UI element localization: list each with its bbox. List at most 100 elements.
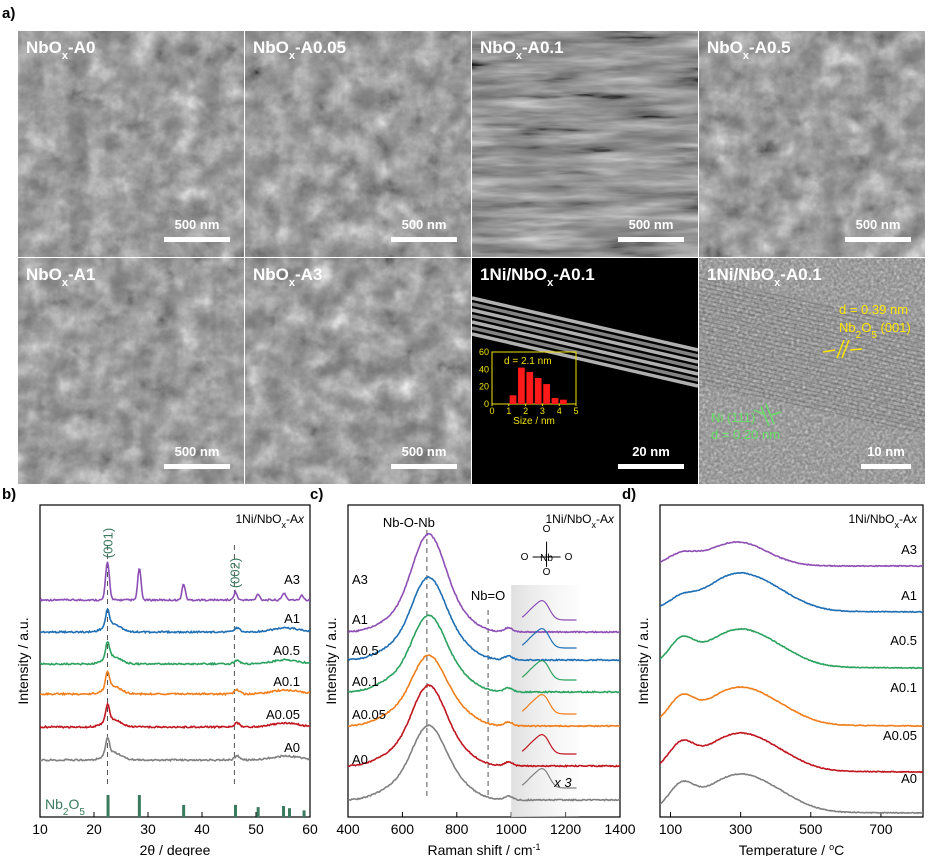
fringe [698, 302, 926, 354]
series-label-A0.1: A0.1 [273, 674, 300, 689]
nanowire [471, 302, 699, 358]
fringe [698, 373, 926, 426]
inset-x-tick-label: 5 [573, 406, 578, 416]
nanowire [471, 320, 699, 376]
fringe [698, 369, 926, 422]
series-line-A0.1 [660, 685, 923, 728]
series-label-A1: A1 [352, 612, 368, 627]
fringe [698, 306, 926, 359]
series-label-A0.5: A0.5 [890, 633, 917, 648]
x-tick-label: 800 [445, 821, 469, 837]
ni-arrow [771, 411, 782, 416]
chart-title: 1Ni/NbOx-Ax [545, 512, 615, 530]
micrograph-texture [699, 31, 925, 257]
nanowire [471, 308, 699, 364]
scale-bar-label: 500 nm [175, 444, 220, 459]
atom-label: O [543, 567, 551, 578]
fringe [698, 340, 926, 392]
fringe [698, 352, 926, 405]
series-line-A0.05 [40, 702, 310, 730]
scale-bar [164, 237, 230, 242]
scale-bar-label: 500 nm [402, 217, 447, 232]
nb2o5-fringe-marker [836, 339, 845, 359]
plot-frame [39, 504, 311, 818]
series-label-A0: A0 [901, 771, 917, 786]
nanowire [471, 314, 699, 370]
series-line-A0 [660, 772, 923, 815]
series-label-A0.1: A0.1 [890, 680, 917, 695]
y-axis-label: Intensity / a.u. [635, 617, 651, 704]
fringe [698, 331, 926, 384]
histogram-bar [534, 378, 542, 404]
peak-label-001: (001) [101, 528, 116, 558]
series-magnified-A3 [521, 599, 577, 621]
micrograph-texture [18, 31, 244, 257]
inset-y-tick-label: 20 [479, 382, 489, 392]
series-label-A0.5: A0.5 [273, 643, 300, 658]
fringe [698, 277, 926, 329]
x-tick-label: 1000 [496, 821, 527, 837]
series-line-A0.1 [348, 654, 620, 728]
histogram-bar [551, 397, 559, 404]
scale-bar [391, 237, 457, 242]
scale-bar [861, 464, 911, 469]
fringe [698, 327, 926, 380]
ni-fringe-marker [765, 403, 775, 425]
series-label-A0.5: A0.5 [352, 643, 379, 658]
inset-x-tick-label: 2 [523, 406, 528, 416]
scale-bar-label: 500 nm [629, 217, 674, 232]
series-magnified-A0.5 [521, 659, 577, 681]
scale-bar-label: 500 nm [402, 444, 447, 459]
series-label-A0.05: A0.05 [352, 707, 386, 722]
fringe [698, 344, 926, 396]
panel-c-raman-chart: 400 600 800 1000 1200 1400 Raman shift / cm-1 I… [310, 486, 636, 856]
annotation-x3: x 3 [553, 775, 572, 790]
x-axis-label: Temperature / oC [739, 842, 844, 856]
series-label-A0: A0 [284, 740, 300, 755]
micrograph-texture [699, 258, 925, 484]
size-distribution-inset: 0 1 2 3 4 5 0 20 40 60 Size / nm d = 2.1 nm [479, 347, 579, 427]
series-label-A0.05: A0.05 [883, 728, 917, 743]
series-magnified-A0.1 [521, 693, 577, 715]
x-tick-label: 100 [659, 821, 683, 837]
niobate-structure-icon: Nb O O O O [521, 524, 573, 578]
shaded-region [511, 585, 580, 817]
chart-title: 1Ni/NbOx-Ax [848, 512, 918, 530]
chart-title: 1Ni/NbOx-Ax [235, 512, 305, 530]
x-axis-label: Raman shift / cm-1 [427, 842, 540, 856]
x-tick-label: 20 [86, 821, 102, 837]
x-tick-label: 500 [799, 821, 823, 837]
series-line-A0.5 [660, 627, 923, 670]
histogram-bar [526, 371, 534, 404]
scale-bar [391, 464, 457, 469]
series-label-A1: A1 [901, 588, 917, 603]
scale-bar-label: 500 nm [175, 217, 220, 232]
micrograph-texture [245, 31, 471, 257]
scale-bar [164, 464, 230, 469]
series-line-A0 [40, 735, 310, 763]
series-magnified-A1 [521, 627, 577, 649]
ni-arrow [753, 409, 764, 415]
micrograph-texture [472, 31, 698, 257]
annotation-nb-o-nb: Nb-O-Nb [383, 515, 435, 530]
series-line-A3 [660, 540, 923, 568]
x-tick-label: 30 [140, 821, 156, 837]
inset-x-tick-label: 3 [540, 406, 545, 416]
inset-y-tick-label: 60 [479, 347, 489, 357]
scale-bar-label: 20 nm [632, 444, 670, 459]
x-tick-label: 600 [391, 821, 415, 837]
inset-x-tick-label: 4 [557, 406, 562, 416]
series-line-A0.5 [348, 614, 620, 694]
fringe [698, 365, 926, 417]
inset-axes [491, 351, 577, 405]
ni-fringe-marker [760, 405, 770, 427]
nb2o5-fringe-marker [841, 339, 850, 359]
scale-bar [618, 464, 684, 469]
fringe [698, 348, 926, 401]
series-line-A0.1 [40, 670, 310, 697]
